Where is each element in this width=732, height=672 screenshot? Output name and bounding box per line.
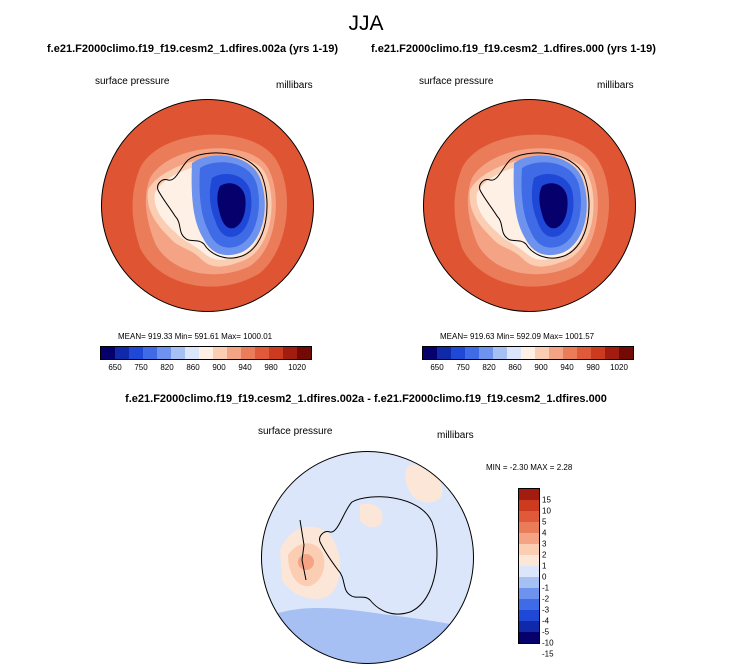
colorbar-swatch: [519, 566, 539, 577]
colorbar-swatch: [129, 347, 143, 359]
colorbar-swatch: [519, 555, 539, 566]
colorbar-swatch: [157, 347, 171, 359]
colorbar-swatch: [577, 347, 591, 359]
colorbar-swatch: [519, 599, 539, 610]
colorbar-tick-label: 750: [456, 363, 470, 372]
colorbar-swatch: [519, 533, 539, 544]
colorbar-tick-label: -2: [542, 594, 550, 604]
colorbar-swatch: [605, 347, 619, 359]
colorbar-tick-label: -1: [542, 583, 550, 593]
colorbar-tick-label: 5: [542, 517, 547, 527]
colorbar-swatch: [519, 577, 539, 588]
colorbar-tick-label: 0: [542, 572, 547, 582]
colorbar-tick-label: 820: [160, 363, 174, 372]
colorbar-swatch: [255, 347, 269, 359]
colorbar-swatch: [519, 610, 539, 621]
colorbar-swatch: [521, 347, 535, 359]
colorbar-swatch: [479, 347, 493, 359]
colorbar-tick-label: 940: [560, 363, 574, 372]
panel1-units-label: millibars: [276, 80, 313, 91]
panel2-stats: MEAN= 919.63 Min= 592.09 Max= 1001.57: [440, 332, 595, 341]
colorbar-tick-label: 4: [542, 528, 547, 538]
colorbar-swatch: [535, 347, 549, 359]
colorbar-tick-label: 1020: [288, 363, 306, 372]
colorbar-swatch: [213, 347, 227, 359]
colorbar-tick-label: -3: [542, 605, 550, 615]
panel1-stats: MEAN= 919.33 Min= 591.61 Max= 1000.01: [118, 332, 273, 341]
colorbar-tick-label: 860: [508, 363, 522, 372]
colorbar-swatch: [519, 489, 539, 500]
colorbar-tick-label: 750: [134, 363, 148, 372]
colorbar-swatch: [101, 347, 115, 359]
colorbar-tick-label: 900: [534, 363, 548, 372]
colorbar-swatch: [423, 347, 437, 359]
colorbar-tick-label: 15: [542, 495, 551, 505]
colorbar-swatch: [519, 588, 539, 599]
panel2-map: [423, 99, 636, 312]
colorbar-tick-label: 10: [542, 506, 551, 516]
colorbar-tick-label: 1020: [610, 363, 628, 372]
colorbar-tick-label: -5: [542, 627, 550, 637]
colorbar-swatch: [493, 347, 507, 359]
panel1-variable-label: surface pressure: [95, 76, 170, 87]
colorbar-tick-label: -15: [542, 649, 554, 659]
colorbar-tick-label: 900: [212, 363, 226, 372]
colorbar-tick-label: 980: [586, 363, 600, 372]
colorbar-tick-label: 940: [238, 363, 252, 372]
colorbar-swatch: [519, 632, 539, 643]
colorbar-swatch: [297, 347, 311, 359]
panel2-variable-label: surface pressure: [419, 76, 494, 87]
diff-units-label: millibars: [437, 430, 474, 441]
colorbar-swatch: [115, 347, 129, 359]
colorbar-swatch: [283, 347, 297, 359]
colorbar-tick-label: 980: [264, 363, 278, 372]
panel2-units-label: millibars: [597, 80, 634, 91]
panel1-case-title: f.e21.F2000climo.f19_f19.cesm2_1.dfires.…: [47, 43, 339, 55]
panel1-map: [101, 99, 314, 312]
colorbar-swatch: [507, 347, 521, 359]
panel1-colorbar: [100, 346, 312, 360]
colorbar-swatch: [227, 347, 241, 359]
colorbar-tick-label: 650: [430, 363, 444, 372]
colorbar-swatch: [563, 347, 577, 359]
colorbar-swatch: [451, 347, 465, 359]
colorbar-swatch: [519, 522, 539, 533]
panel2-colorbar: [422, 346, 634, 360]
colorbar-tick-label: 3: [542, 539, 547, 549]
colorbar-swatch: [519, 511, 539, 522]
colorbar-swatch: [591, 347, 605, 359]
colorbar-swatch: [185, 347, 199, 359]
diff-panel-title: f.e21.F2000climo.f19_f19.cesm2_1.dfires.…: [125, 393, 607, 405]
diff-variable-label: surface pressure: [258, 426, 333, 437]
colorbar-swatch: [171, 347, 185, 359]
colorbar-swatch: [549, 347, 563, 359]
colorbar-swatch: [437, 347, 451, 359]
colorbar-swatch: [519, 621, 539, 632]
colorbar-tick-label: 860: [186, 363, 200, 372]
colorbar-swatch: [199, 347, 213, 359]
colorbar-swatch: [269, 347, 283, 359]
colorbar-tick-label: 820: [482, 363, 496, 372]
colorbar-tick-label: 650: [108, 363, 122, 372]
diff-stats: MIN = -2.30 MAX = 2.28: [486, 463, 573, 472]
colorbar-swatch: [619, 347, 633, 359]
plot-title: JJA: [348, 12, 384, 35]
colorbar-tick-label: -10: [542, 638, 554, 648]
colorbar-swatch: [143, 347, 157, 359]
colorbar-tick-label: -4: [542, 616, 550, 626]
colorbar-swatch: [465, 347, 479, 359]
diff-map: [261, 451, 474, 664]
colorbar-swatch: [519, 500, 539, 511]
colorbar-swatch: [241, 347, 255, 359]
colorbar-tick-label: 1: [542, 561, 547, 571]
colorbar-tick-label: 2: [542, 550, 547, 560]
diff-colorbar: [518, 488, 540, 644]
colorbar-swatch: [519, 544, 539, 555]
panel2-case-title: f.e21.F2000climo.f19_f19.cesm2_1.dfires.…: [371, 43, 656, 55]
